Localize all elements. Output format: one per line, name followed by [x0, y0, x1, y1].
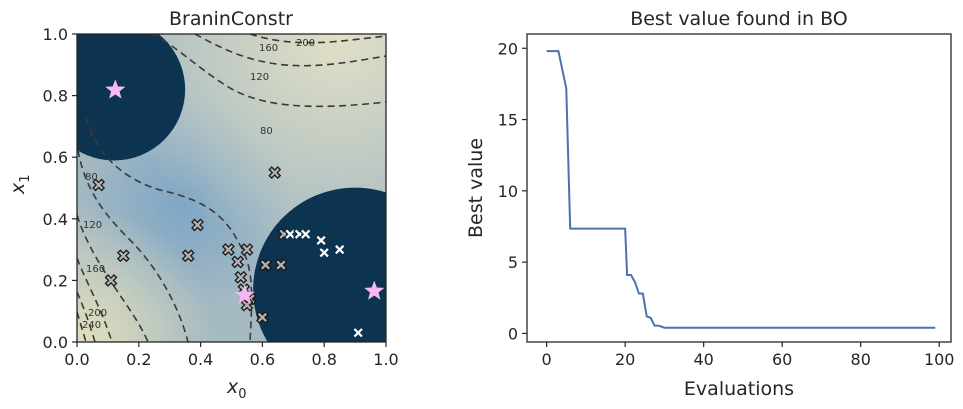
contour-line — [194, 34, 386, 67]
infeasible-region — [77, 34, 186, 161]
y-tick-label: 0.6 — [43, 148, 68, 167]
y-tick-label: 20 — [498, 39, 518, 58]
y-tick-label: 15 — [498, 111, 518, 130]
contour-line — [249, 34, 386, 44]
best-value-panel: Best value found in BO 0 20 40 60 80 100 0 5 10 1… — [465, 8, 954, 400]
contour-label: 120 — [250, 72, 269, 83]
contour-plot-area: 160 200 120 80 40 80 120 160 200 240 — [77, 34, 386, 342]
contour-label: 120 — [83, 220, 102, 231]
contour-line — [85, 117, 253, 342]
contour-line — [77, 311, 87, 342]
contour-panel: BraninConstr 160 200 120 — [7, 8, 399, 402]
x-tick-label: 60 — [772, 350, 792, 369]
y-tick-label: 0 — [508, 324, 518, 343]
contour-label: 40 — [88, 124, 101, 135]
x-tick-label: 80 — [851, 350, 871, 369]
contour-line — [77, 214, 149, 342]
contour-label: 80 — [260, 126, 273, 137]
x-tick-label: 0 — [542, 350, 552, 369]
contour-ylabel: x1 — [7, 174, 33, 195]
contour-frame — [76, 33, 387, 343]
contour-labels: 160 200 120 80 40 80 120 160 200 240 — [82, 38, 315, 331]
x-tick-label: 0.8 — [311, 350, 336, 369]
x-tick-label: 0.6 — [250, 350, 275, 369]
x-tick-label: 100 — [924, 350, 955, 369]
contour-line — [77, 291, 96, 342]
best-value-series-line — [546, 50, 936, 329]
contour-title: BraninConstr — [169, 8, 293, 30]
y-tick-label: 0.0 — [43, 333, 68, 352]
y-tick-label: 0.4 — [43, 210, 68, 229]
contour-xlabel: x0 — [226, 376, 247, 402]
y-tick-label: 0.2 — [43, 271, 68, 290]
y-tick-label: 5 — [508, 253, 518, 272]
x-tick-label: 20 — [615, 350, 635, 369]
y-tick-label: 10 — [498, 182, 518, 201]
contour-label: 200 — [296, 38, 315, 49]
line-title: Best value found in BO — [630, 8, 848, 30]
global-optimum-star — [105, 79, 126, 99]
global-optimum-star — [234, 284, 255, 304]
infeasible-region — [253, 187, 386, 342]
contour-label: 80 — [85, 172, 98, 183]
x-tick-label: 0.0 — [64, 350, 89, 369]
line-ylabel: Best value — [465, 138, 487, 238]
x-tick-label: 0.2 — [126, 350, 151, 369]
contour-line — [77, 149, 189, 342]
y-tick-label: 1.0 — [43, 25, 68, 44]
line-xlabel: Evaluations — [684, 378, 794, 400]
x-tick-label: 40 — [693, 350, 713, 369]
contour-line — [77, 257, 113, 342]
x-tick-label: 0.4 — [188, 350, 213, 369]
global-optimum-star — [364, 280, 385, 300]
contour-label: 200 — [88, 308, 107, 319]
contour-line — [151, 34, 386, 108]
contour-lines — [77, 34, 386, 342]
contour-label: 160 — [86, 264, 105, 275]
y-tick-label: 0.8 — [43, 87, 68, 106]
contour-label: 160 — [259, 43, 278, 54]
line-frame — [526, 33, 952, 343]
contour-label: 240 — [82, 320, 101, 331]
x-tick-label: 1.0 — [373, 350, 398, 369]
